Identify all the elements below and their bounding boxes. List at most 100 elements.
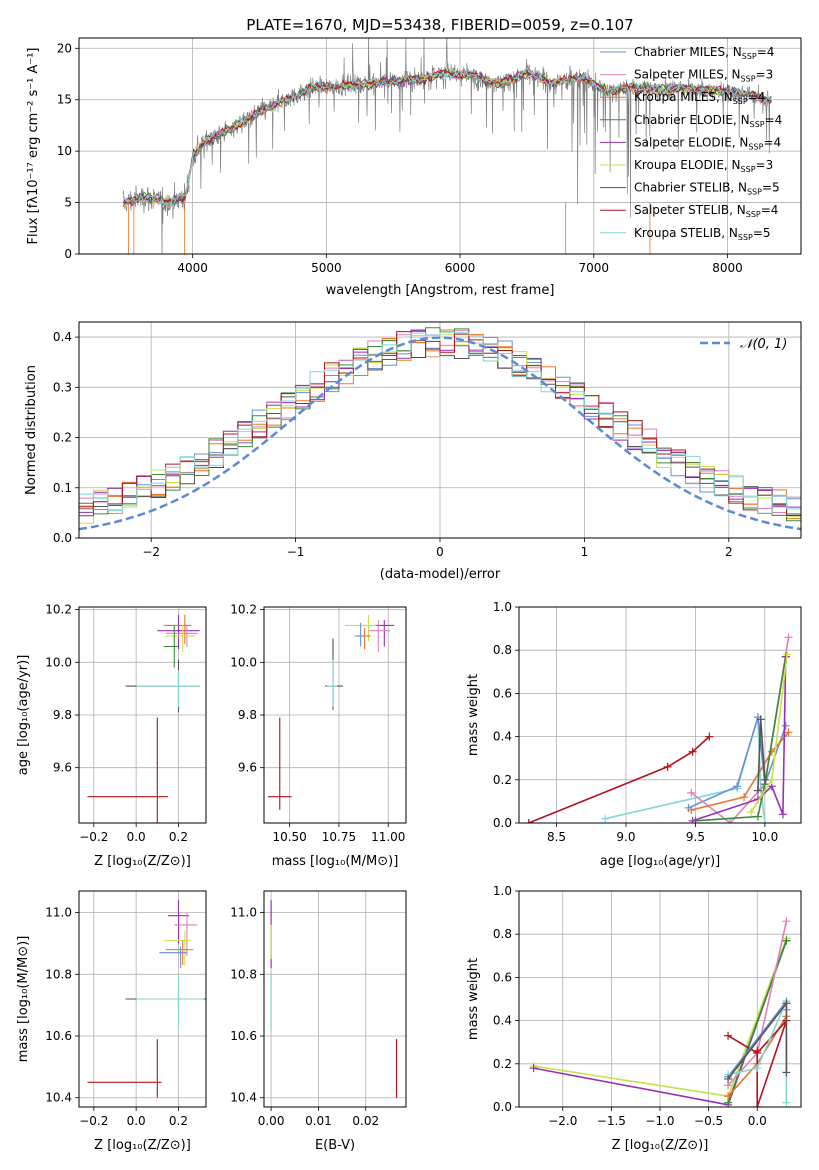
tick-label-y: 0 [64,247,72,261]
legend-label: Salpeter ELODIE, NSSP=4 [634,135,781,151]
tick-label-x: 0.00 [258,1114,285,1128]
legend-value: =5 [762,181,780,195]
tick-label-y: 1.0 [493,600,512,614]
histogram-kroupa_stelib [79,331,801,538]
tick-label-x: 8000 [712,261,743,275]
axes-frame [78,606,207,824]
axes-frame [78,37,802,255]
axes-frame [263,606,407,824]
tick-label-x: 0 [436,545,444,559]
weight-line-kroupa_stelib [604,716,766,823]
tick-label-x: −1.0 [645,1114,674,1128]
legend-label: Chabrier MILES, NSSP=4 [634,45,774,61]
tick-label-y: 0.0 [53,531,72,545]
tick-label-y: 0.1 [53,481,72,495]
tick-label-y: 1.0 [493,884,512,898]
tick-label-y: 0.6 [493,970,512,984]
crosses [87,614,200,823]
mass-vs-metallicity-panel: −0.2 0.0 0.2 10.4 10.6 10.8 11.0 Z [log₁₀(Z/Z⊙)… [16,890,207,1153]
tick-label-y: 11.0 [45,906,72,920]
tick-label-x: 0.2 [169,1114,188,1128]
tick-label-x: 10.50 [272,830,306,844]
residuals-panel: −2 −1 0 1 2 0.0 0.1 0.2 0.3 0.4 (data-model)/error… [24,321,802,582]
legend-value: =3 [756,68,774,82]
x-axis-label: Z [log₁₀(Z/Z⊙)] [94,1138,191,1153]
tick-label-y: 0.3 [53,380,72,394]
tick-label-y: 0.8 [493,643,512,657]
tick-label-x: 0.0 [127,830,146,844]
tick-label-y: 20 [57,41,72,55]
legend-label: Chabrier ELODIE, NSSP=4 [634,113,782,129]
y-axis-label: Flux [fλ10⁻¹⁷ erg cm⁻² s⁻¹ A⁻¹] [26,48,41,245]
tick-label-y: 0.2 [493,1057,512,1071]
axes-frame [78,890,207,1108]
tick-label-y: 0.2 [53,431,72,445]
tick-label-x: 10.0 [752,830,779,844]
tick-label-y: 11.0 [230,906,257,920]
tick-label-x: 0.01 [305,1114,332,1128]
x-axis-label: Z [log₁₀(Z/Z⊙)] [612,1138,709,1153]
tick-label-x: 11.00 [371,830,405,844]
tick-label-y: 10.8 [45,967,72,981]
tick-label-y: 10.0 [230,655,257,669]
legend-label: Salpeter STELIB, NSSP=4 [634,203,778,219]
x-axis-label: E(B-V) [315,1138,355,1153]
legend-label: Kroupa ELODIE, NSSP=3 [634,158,773,174]
spectrum-legend: Chabrier MILES, NSSP=4 Salpeter MILES, NS… [600,45,782,242]
legend-subscript: SSP [741,165,756,174]
spectrum-lines [122,38,772,254]
tick-label-y: 9.6 [238,761,257,775]
legend-label: Chabrier STELIB, NSSP=5 [634,181,780,197]
legend-subscript: SSP [747,188,762,197]
weight-vs-metallicity-panel: −2.0 −1.5 −1.0 −0.5 0.0 0.0 0.2 0.4 0.6 0.8 1.0 Z [… [466,884,802,1153]
legend-subscript: SSP [738,233,753,242]
tick-label-x: 7000 [578,261,609,275]
weight-lines [529,917,791,1107]
tick-label-x: 0.0 [127,1114,146,1128]
legend-label: 𝒩(0, 1) [740,337,787,352]
legend-subscript: SSP [741,75,756,84]
tick-label-y: 5 [64,196,72,210]
age-vs-metallicity-panel: −0.2 0.0 0.2 9.6 9.8 10.0 10.2 Z [log₁₀(Z/Z⊙)] a… [16,603,207,869]
legend-value: =3 [756,158,774,172]
weight-line-salpeter_stelib [528,736,710,823]
tick-label-y: 10.4 [45,1091,72,1105]
tick-label-x: −1.5 [597,1114,626,1128]
spectrum-panel: 4000 5000 6000 7000 8000 0 5 10 15 20 wavelength [… [26,37,802,298]
tick-label-x: −2.0 [548,1114,577,1128]
tick-label-y: 0.0 [493,816,512,830]
tick-label-y: 10.0 [45,655,72,669]
tick-label-x: 5000 [311,261,342,275]
tick-label-x: 0.02 [352,1114,379,1128]
model-line-chabrier_stelib [122,68,772,207]
model-line-kroupa_elodie [122,67,772,208]
model-line-kroupa_stelib [122,67,772,209]
tick-label-y: 0.6 [493,686,512,700]
tick-label-y: 0.4 [53,330,72,344]
axes-frame [263,890,407,1108]
tick-label-y: 10.2 [230,603,257,617]
x-axis-label: age [log₁₀(age/yr)] [600,854,721,869]
tick-label-y: 10.4 [230,1091,257,1105]
figure-title: PLATE=1670, MJD=53438, FIBERID=0059, z=0… [246,16,633,34]
legend-label: Kroupa MILES, NSSP=4 [634,90,765,106]
tick-label-x: 9.5 [686,830,705,844]
weight-line-chabrier_elodie [695,656,787,822]
tick-label-x: 6000 [445,261,476,275]
tick-label-y: 10.2 [45,603,72,617]
tick-label-x: 4000 [177,261,208,275]
legend-value: =4 [757,45,775,59]
axes-frame [518,890,802,1108]
histograms [79,327,801,538]
tick-label-y: 9.8 [53,708,72,722]
weight-line-chabrier_miles [688,716,787,809]
tick-label-y: 0.2 [493,773,512,787]
tick-label-x: −0.2 [79,830,108,844]
legend-subscript: SSP [750,120,765,129]
tick-label-x: 9.0 [616,830,635,844]
legend-subscript: SSP [748,142,763,151]
weight-vs-age-panel: 8.5 9.0 9.5 10.0 0.0 0.2 0.4 0.6 0.8 1.0 age [log₁… [466,600,802,869]
tick-label-y: 10.8 [230,967,257,981]
weight-line-kroupa_miles [691,731,790,811]
